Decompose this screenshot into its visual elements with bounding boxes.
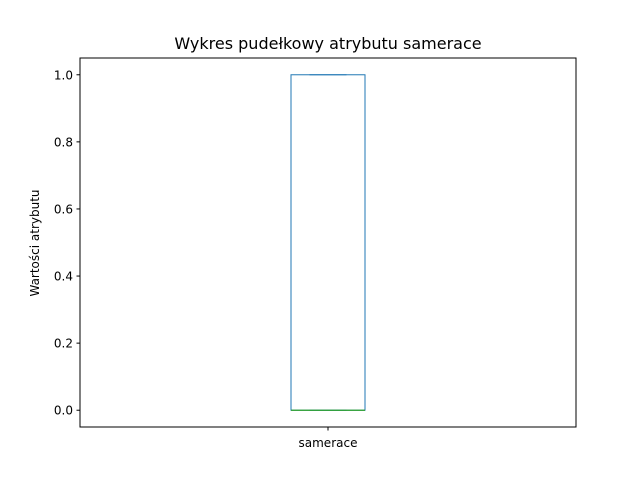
- plot-area-frame: [79, 57, 577, 428]
- y-tick-label: 0.8: [54, 135, 73, 149]
- y-axis-label: Wartości atrybutu: [28, 189, 42, 296]
- y-tick-label: 0.6: [54, 202, 73, 216]
- boxes-layer: [290, 74, 366, 411]
- y-tick-label: 1.0: [54, 68, 73, 82]
- x-tick-label: samerace: [299, 436, 358, 450]
- y-tick-label: 0.0: [54, 404, 73, 418]
- y-tick-label: 0.2: [54, 337, 73, 351]
- box-body: [290, 74, 366, 411]
- x-axis: samerace: [299, 427, 358, 450]
- y-axis: 0.0 0.2 0.4 0.6 0.8 1.0: [54, 68, 80, 418]
- chart-title: Wykres pudełkowy atrybutu samerace: [174, 34, 481, 53]
- y-tick-label: 0.4: [54, 270, 73, 284]
